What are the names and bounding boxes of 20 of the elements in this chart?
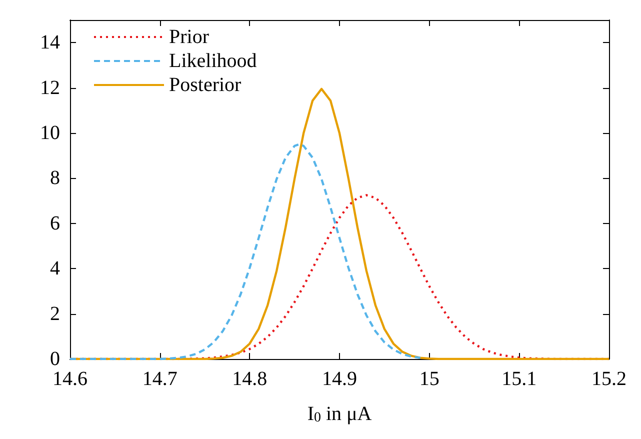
y-tick-label: 10	[40, 122, 60, 144]
x-tick-label: 14.6	[52, 368, 88, 390]
x-tick-label: 14.9	[322, 368, 357, 390]
y-tick-label: 0	[50, 348, 60, 370]
x-tick-label: 14.7	[142, 368, 178, 390]
y-tick-label: 12	[40, 76, 60, 99]
legend-label: Posterior	[169, 74, 242, 96]
legend-label: Prior	[169, 26, 210, 48]
x-tick-label: 14.8	[232, 368, 268, 390]
x-tick-label: 15.1	[502, 368, 537, 390]
x-tick-label: 15.2	[592, 368, 626, 390]
line-series	[68, 143, 422, 360]
y-tick-label: 14	[40, 32, 60, 54]
y-tick-label: 2	[50, 302, 60, 325]
y-tick-label: 4	[50, 258, 60, 280]
legend-label: Likelihood	[169, 50, 257, 72]
y-tick-label: 8	[50, 167, 60, 190]
x-axis-title: I0 in μA	[307, 403, 372, 426]
x-tick-label: 15	[419, 368, 440, 390]
y-tick-label: 6	[50, 212, 60, 234]
